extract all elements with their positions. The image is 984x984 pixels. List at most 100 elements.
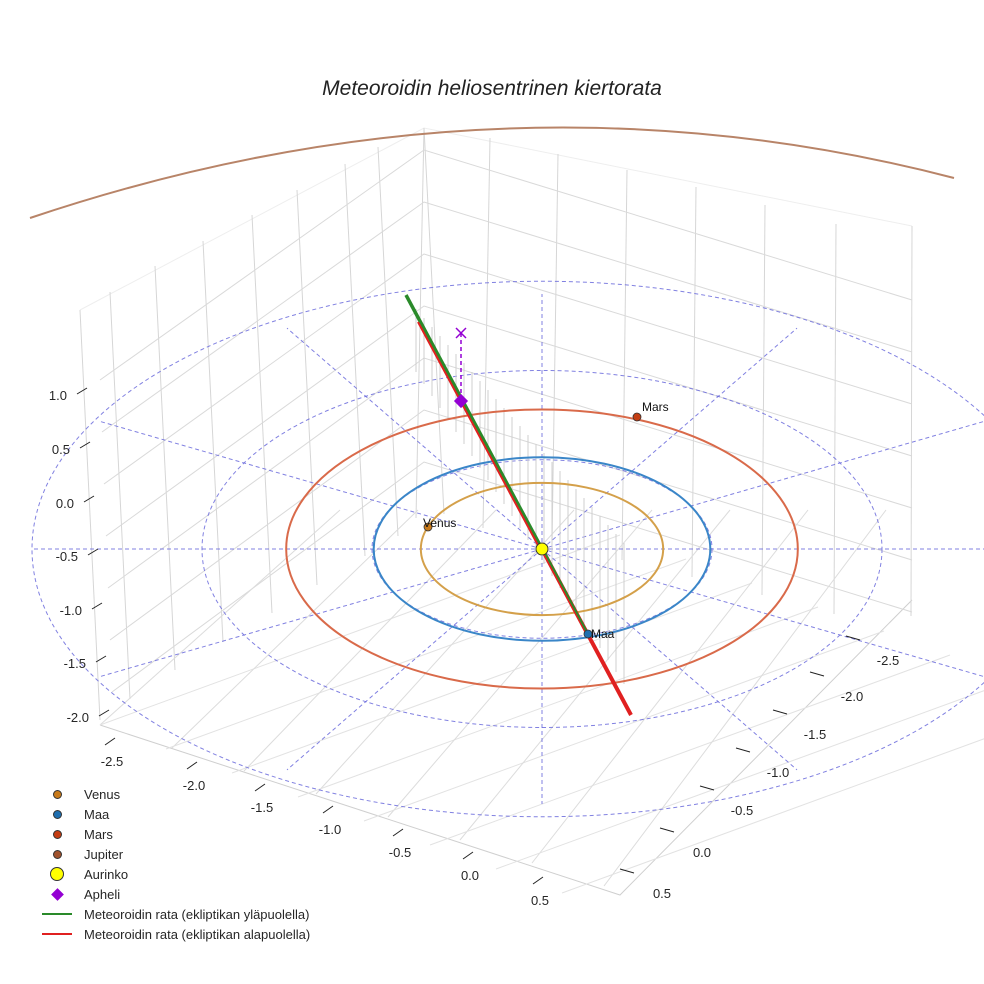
z-tick-label: -1.0 <box>60 603 82 618</box>
grid-line-vertical <box>79 309 101 721</box>
legend-label: Aurinko <box>84 866 129 882</box>
reference-radial-line <box>100 421 543 550</box>
x-tick-label: 0.5 <box>531 893 549 908</box>
legend-item: Maa <box>34 804 310 824</box>
y-tick-label: -1.0 <box>767 765 789 780</box>
grid-line-vertical <box>202 240 224 643</box>
legend-label: Mars <box>84 826 113 842</box>
grid-lines <box>79 127 984 894</box>
x-tick-mark <box>322 805 334 814</box>
apheli-diamond <box>453 393 469 409</box>
grid-line-floor <box>603 509 887 887</box>
z-tick-label: 0.5 <box>52 442 70 457</box>
circle-icon <box>52 829 62 839</box>
grid-line-horizontal <box>105 305 913 537</box>
y-tick-label: 0.0 <box>693 845 711 860</box>
z-tick-mark <box>76 387 88 395</box>
reference-radial-line <box>286 548 543 771</box>
planet-orbits <box>29 126 955 690</box>
x-tick-mark <box>462 851 474 860</box>
legend-item: Meteoroidin rata (ekliptikan alapuolella… <box>34 924 310 944</box>
legend-label: Meteoroidin rata (ekliptikan yläpuolella… <box>84 906 310 922</box>
legend-label: Venus <box>84 786 121 802</box>
y-tick-mark <box>699 785 715 791</box>
grid-line-horizontal <box>99 149 913 381</box>
x-tick-label: -0.5 <box>389 845 411 860</box>
y-tick-label: -0.5 <box>731 803 753 818</box>
legend-item: Aurinko <box>34 864 310 884</box>
sun-marker <box>535 542 549 556</box>
legend-label: Apheli <box>84 886 121 902</box>
y-tick-label: 0.5 <box>653 886 671 901</box>
z-tick-mark <box>98 709 110 717</box>
circle-icon <box>50 867 64 881</box>
z-tick-mark <box>87 548 99 556</box>
legend-key <box>34 849 80 859</box>
legend-label: Maa <box>84 806 110 822</box>
grid-line-vertical <box>377 146 399 537</box>
grid-line-vertical <box>691 186 697 578</box>
y-tick-mark <box>619 868 635 874</box>
y-tick-mark <box>772 709 788 715</box>
grid-line-vertical <box>423 127 445 515</box>
reference-radial-line <box>100 548 543 677</box>
apheli-projection-x-marker <box>455 327 467 339</box>
legend-item: Mars <box>34 824 310 844</box>
x-tick-label: 0.0 <box>461 868 479 883</box>
grid-line-vertical <box>154 265 176 671</box>
legend-key <box>34 912 80 916</box>
grid-line-floor <box>429 654 951 846</box>
grid-line-floor <box>459 509 731 841</box>
y-tick-mark <box>809 671 825 677</box>
planet-marker-mars <box>632 412 642 422</box>
trajectory-above-ecliptic-front <box>542 548 589 635</box>
orbit-mars <box>285 408 799 690</box>
grid-line-floor <box>99 509 341 726</box>
legend-label: Jupiter <box>84 846 124 862</box>
z-tick-label: -0.5 <box>56 549 78 564</box>
grid-line-floor <box>231 582 753 774</box>
y-tick-label: -1.5 <box>804 727 826 742</box>
grid-line-vertical <box>833 223 837 615</box>
grid-line-vertical <box>251 214 273 614</box>
grid-line-floor <box>363 630 885 822</box>
markers: Venus Maa Mars <box>423 327 669 641</box>
reference-radial-line <box>541 548 798 771</box>
trajectory-stems <box>415 309 625 684</box>
circle-icon <box>52 789 62 799</box>
x-tick-mark <box>186 761 198 770</box>
orbit-jupiter <box>29 126 955 219</box>
legend-item: Meteoroidin rata (ekliptikan yläpuolella… <box>34 904 310 924</box>
grid-line-vertical <box>551 153 559 545</box>
planet-marker-maa <box>583 629 593 639</box>
y-tick-label: -2.0 <box>841 689 863 704</box>
z-tick-label: 1.0 <box>49 388 67 403</box>
legend-key <box>34 932 80 936</box>
reference-ring <box>31 280 984 818</box>
legend-label: Meteoroidin rata (ekliptikan alapuolella… <box>84 926 311 942</box>
trajectory-below-ecliptic-back <box>417 321 541 550</box>
legend-key <box>34 809 80 819</box>
x-tick-mark <box>532 876 544 885</box>
grid-line-vertical <box>621 169 628 561</box>
circle-icon <box>52 849 62 859</box>
legend-line-icon <box>42 932 72 936</box>
y-tick-mark <box>735 747 751 753</box>
grid-line-floor <box>171 509 419 749</box>
grid-line-floor <box>315 509 575 795</box>
legend-key <box>34 789 80 799</box>
planet-label-mars: Mars <box>642 400 669 414</box>
meteoroid-trajectory <box>404 294 633 716</box>
z-tick-mark <box>83 495 95 503</box>
y-tick-label: -2.5 <box>877 653 899 668</box>
grid-line-vertical <box>482 137 491 529</box>
reference-radial-line <box>286 327 543 550</box>
x-tick-label: -1.5 <box>251 800 273 815</box>
x-tick-mark <box>392 828 404 837</box>
y-tick-mark <box>659 827 675 833</box>
legend-item: Venus <box>34 784 310 804</box>
legend-key <box>34 867 80 881</box>
legend-key <box>34 829 80 839</box>
reference-radial-line <box>541 327 798 550</box>
